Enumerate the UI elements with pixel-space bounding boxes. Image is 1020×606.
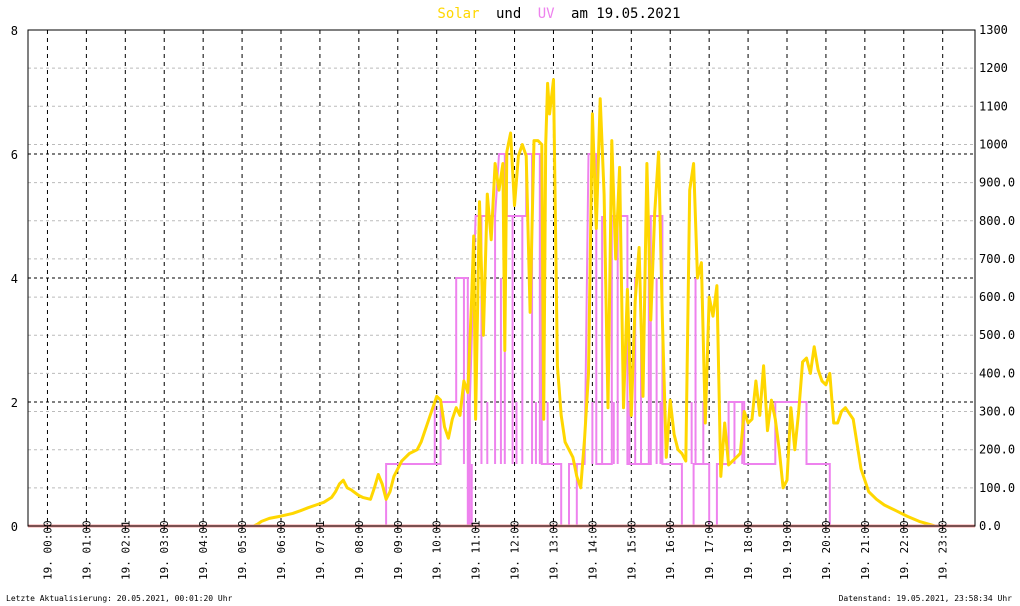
series-layer xyxy=(28,78,975,528)
y-right-tick-label: 0.0 xyxy=(979,519,1001,533)
y-right-tick-label: 1300 xyxy=(979,23,1008,37)
y-right-tick-label: 1100 xyxy=(979,99,1008,113)
y-right-tick-label: 1200 xyxy=(979,61,1008,75)
y-right-tick-label: 200.0 xyxy=(979,443,1015,457)
chart-title: Solar und UV am 19.05.2021 xyxy=(437,6,680,22)
title-rest: am 19.05.2021 xyxy=(571,6,681,22)
y-right-tick-label: 800.0 xyxy=(979,214,1015,228)
y-right-tick-label: 500.0 xyxy=(979,328,1015,342)
y-right-tick-label: 100.0 xyxy=(979,481,1015,495)
x-tick-label: 19. 20:00 xyxy=(820,520,833,580)
x-tick-label: 19. 00:00 xyxy=(41,520,54,580)
plot-frame xyxy=(27,29,976,527)
y-right-tick-label: 1000 xyxy=(979,137,1008,151)
x-tick-label: 19. 04:00 xyxy=(197,520,210,580)
axes: 0.0100.0200.0300.0400.0500.0600.0700.080… xyxy=(11,23,1015,580)
x-tick-label: 19. 16:00 xyxy=(664,520,677,580)
x-tick-label: 19. 06:00 xyxy=(275,520,288,580)
x-tick-label: 19. 17:00 xyxy=(703,520,716,580)
y-left-tick-label: 0 xyxy=(11,520,18,534)
y-left-tick-label: 8 xyxy=(11,24,18,38)
x-tick-label: 19. 07:01 xyxy=(314,520,327,580)
x-tick-label: 19. 21:00 xyxy=(859,520,872,580)
x-tick-label: 19. 19:00 xyxy=(781,520,794,580)
x-tick-label: 19. 15:00 xyxy=(625,520,638,580)
x-tick-label: 19. 08:00 xyxy=(353,520,366,580)
y-right-tick-label: 900.0 xyxy=(979,176,1015,190)
footer-right: Datenstand: 19.05.2021, 23:58:34 Uhr xyxy=(839,594,1013,603)
x-tick-label: 19. 18:00 xyxy=(742,520,755,580)
y-left-tick-label: 4 xyxy=(11,272,18,286)
x-tick-label: 19. 03:00 xyxy=(158,520,171,580)
x-tick-label: 19. 14:00 xyxy=(586,520,599,580)
series-solar-line xyxy=(28,78,975,528)
x-tick-label: 19. 12:00 xyxy=(509,520,522,580)
y-right-tick-label: 300.0 xyxy=(979,405,1015,419)
y-right-tick-label: 400.0 xyxy=(979,366,1015,380)
y-right-tick-label: 600.0 xyxy=(979,290,1015,304)
y-left-tick-label: 2 xyxy=(11,396,18,410)
x-tick-label: 19. 10:00 xyxy=(431,520,444,580)
x-tick-label: 19. 05:00 xyxy=(236,520,249,580)
x-tick-label: 19. 23:00 xyxy=(937,520,950,580)
title-und: und xyxy=(496,6,521,22)
x-tick-label: 19. 22:00 xyxy=(898,520,911,580)
title-uv: UV xyxy=(538,6,555,22)
x-tick-label: 19. 02:01 xyxy=(119,520,132,580)
y-left-tick-label: 6 xyxy=(11,148,18,162)
footer-left: Letzte Aktualisierung: 20.05.2021, 00:01… xyxy=(6,594,233,603)
y-right-tick-label: 700.0 xyxy=(979,252,1015,266)
x-tick-label: 19. 09:00 xyxy=(392,520,405,580)
x-tick-label: 19. 13:00 xyxy=(547,520,560,580)
title-solar: Solar xyxy=(437,6,479,22)
x-tick-label: 19. 11:01 xyxy=(470,520,483,580)
x-tick-label: 19. 01:00 xyxy=(80,520,93,580)
